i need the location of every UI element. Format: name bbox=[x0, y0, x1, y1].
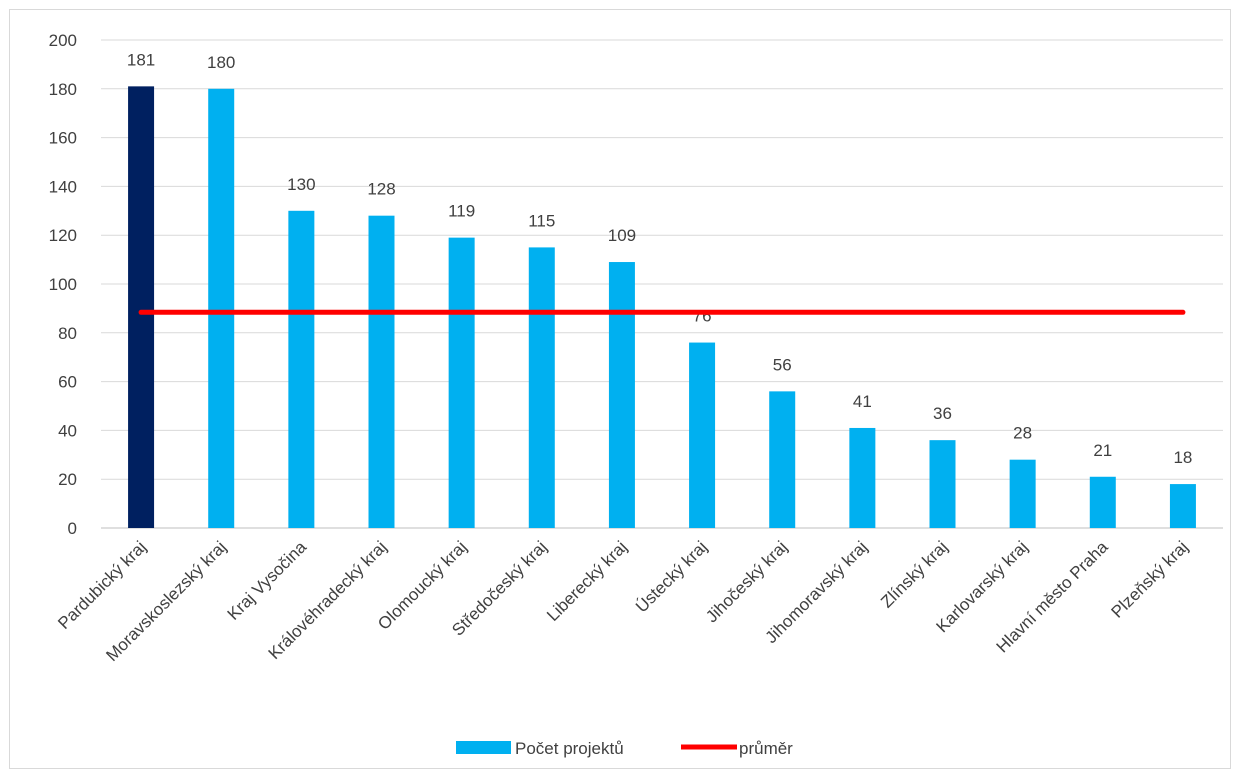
y-tick-label: 140 bbox=[49, 177, 77, 196]
data-label: 21 bbox=[1093, 441, 1112, 460]
bar bbox=[528, 247, 555, 528]
data-label: 128 bbox=[367, 180, 395, 199]
y-tick-label: 160 bbox=[49, 129, 77, 148]
data-label: 36 bbox=[933, 404, 952, 423]
legend-label-average: průměr bbox=[739, 739, 793, 758]
data-label: 18 bbox=[1173, 448, 1192, 467]
y-tick-label: 120 bbox=[49, 226, 77, 245]
bar bbox=[288, 210, 315, 529]
y-tick-label: 80 bbox=[58, 324, 77, 343]
bar bbox=[608, 262, 635, 528]
bar bbox=[1009, 459, 1036, 528]
legend: Počet projektů průměr bbox=[456, 739, 793, 758]
data-label: 119 bbox=[448, 202, 475, 221]
legend-swatch-bars bbox=[456, 741, 511, 754]
bar bbox=[368, 215, 395, 528]
x-tick-label: Zlínský kraj bbox=[877, 537, 951, 611]
y-axis-ticks: 0 20 40 60 80 100 120 140 160 180 200 bbox=[49, 31, 77, 538]
bar bbox=[769, 391, 796, 528]
y-tick-label: 100 bbox=[49, 275, 77, 294]
x-tick-label: Jihočeský kraj bbox=[702, 537, 791, 626]
x-tick-label: Plzeňský kraj bbox=[1108, 537, 1192, 621]
bar bbox=[849, 427, 876, 528]
data-label: 180 bbox=[207, 53, 235, 72]
data-label: 41 bbox=[853, 392, 872, 411]
data-label: 56 bbox=[773, 355, 792, 374]
x-tick-label: Ústecký kraj bbox=[632, 537, 711, 616]
bar bbox=[689, 342, 716, 528]
y-tick-label: 40 bbox=[58, 421, 77, 440]
bar bbox=[1089, 476, 1116, 528]
data-label: 115 bbox=[528, 211, 555, 230]
bar bbox=[448, 237, 475, 528]
data-label: 181 bbox=[127, 50, 155, 69]
x-tick-label: Liberecký kraj bbox=[543, 537, 631, 625]
gridlines bbox=[101, 39, 1223, 529]
bar bbox=[929, 440, 956, 528]
y-tick-label: 0 bbox=[68, 519, 77, 538]
data-labels: 181 180 130 128 119 115 109 76 56 41 36 28 21 18 bbox=[127, 50, 1193, 467]
y-tick-label: 200 bbox=[49, 31, 77, 50]
x-tick-label: Kraj Vysočina bbox=[224, 537, 311, 624]
y-tick-label: 60 bbox=[58, 373, 77, 392]
legend-label-bars: Počet projektů bbox=[515, 739, 624, 758]
y-tick-label: 20 bbox=[58, 470, 77, 489]
bar bbox=[208, 88, 235, 529]
data-label: 28 bbox=[1013, 424, 1032, 443]
data-label: 130 bbox=[287, 175, 315, 194]
bar bbox=[128, 86, 155, 529]
bar bbox=[1169, 484, 1196, 528]
y-tick-label: 180 bbox=[49, 80, 77, 99]
bars bbox=[128, 86, 1196, 529]
data-label: 109 bbox=[608, 226, 636, 245]
data-label: 76 bbox=[693, 307, 712, 326]
